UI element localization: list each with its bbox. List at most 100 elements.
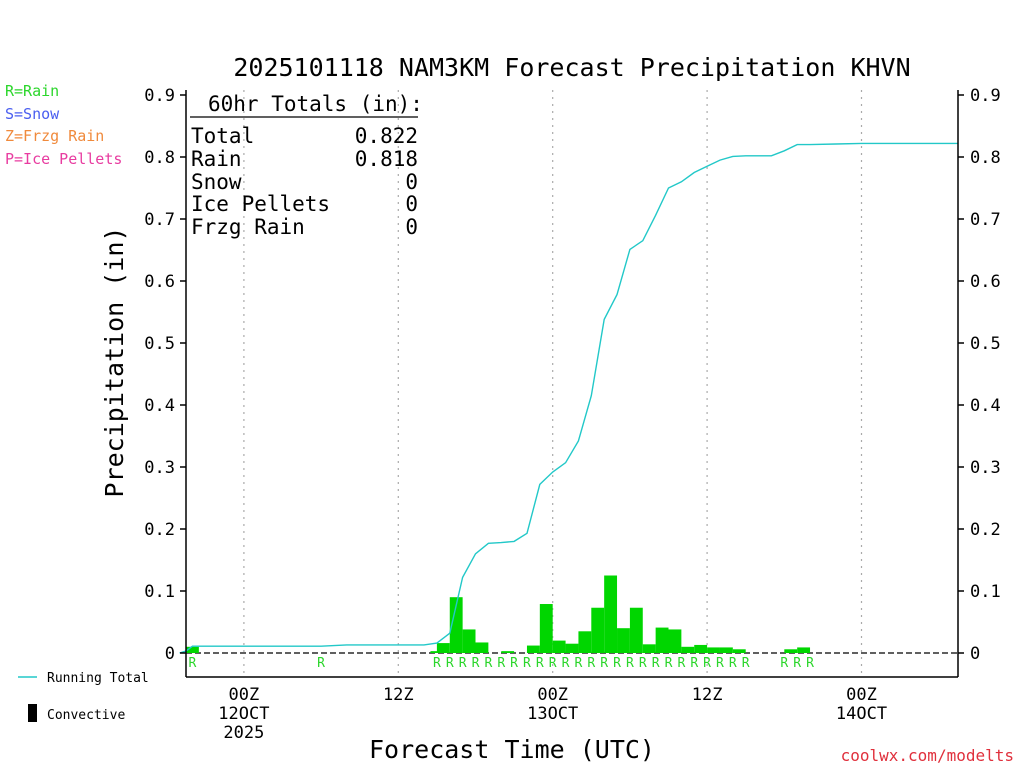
ptype-marker: R — [780, 656, 788, 671]
precip-bar — [668, 629, 682, 653]
x-tick-label: 2025 — [223, 723, 264, 743]
x-tick-label: 13OCT — [527, 704, 578, 724]
chart-title: 2025101118 NAM3KM Forecast Precipitation… — [233, 53, 910, 82]
x-tick-label: 00Z — [846, 685, 877, 705]
precip-bar — [475, 642, 489, 653]
ptype-marker: R — [652, 656, 660, 671]
legend-convective-swatch — [28, 704, 37, 722]
ptype-marker: R — [703, 656, 711, 671]
series-legend: Running Total Convective — [18, 671, 149, 723]
precip-bar — [552, 640, 566, 653]
precip-bar — [462, 629, 476, 653]
credit-link[interactable]: coolwx.com/modelts — [841, 746, 1014, 765]
y-tick-label-left: 0.5 — [144, 334, 175, 354]
x-axis-label: Forecast Time (UTC) — [369, 735, 655, 764]
precip-bar — [539, 604, 553, 653]
legend-frzg-rain: Z=Frzg Rain — [5, 127, 104, 145]
totals-box: 60hr Totals (in): Total 0.822 Rain 0.818… — [190, 92, 423, 239]
precip-bar — [526, 645, 540, 653]
precip-bar — [707, 647, 720, 653]
precip-bar — [655, 627, 669, 653]
ptype-marker: R — [639, 656, 647, 671]
x-tick-label: 00Z — [229, 685, 260, 705]
y-tick-label-right: 0 — [970, 644, 980, 664]
precip-bar — [578, 631, 592, 653]
y-tick-label-left: 0.2 — [144, 520, 175, 540]
ptype-marker: R — [742, 656, 750, 671]
x-tick-label: 12OCT — [218, 704, 269, 724]
precip-bar — [681, 646, 695, 653]
precip-bar — [565, 643, 579, 653]
legend-snow: S=Snow — [5, 105, 60, 123]
y-tick-label-right: 0.9 — [970, 86, 1001, 106]
precip-bar — [501, 651, 515, 653]
x-tick-label: 12Z — [383, 685, 414, 705]
totals-label-snow: Snow — [191, 170, 242, 194]
y-tick-label-right: 0.3 — [970, 458, 1001, 478]
ptype-marker: R — [459, 656, 467, 671]
totals-value-frzg-rain: 0 — [405, 215, 418, 239]
ptype-marker: R — [189, 656, 197, 671]
legend-running-total: Running Total — [47, 671, 149, 686]
totals-value-rain: 0.818 — [355, 147, 418, 171]
precip-bar — [617, 628, 630, 653]
legend-ice-pellets: P=Ice Pellets — [5, 150, 122, 168]
ptype-marker: R — [665, 656, 673, 671]
y-axis-label: Precipitation (in) — [100, 227, 129, 498]
axis-ticks: 0 00.1 0.10.2 0.20.3 0.30.4 0.40.5 0.50.6 0.60.… — [144, 86, 1000, 743]
precip-bar — [436, 643, 450, 653]
precip-bars — [186, 575, 811, 653]
precip-bar — [784, 649, 798, 653]
totals-label-frzg-rain: Frzg Rain — [191, 215, 305, 239]
grid — [186, 90, 958, 677]
precip-bar — [642, 644, 656, 653]
precip-bar — [694, 644, 708, 653]
precip-bar — [591, 607, 605, 653]
ptype-marker: R — [729, 656, 737, 671]
y-tick-label-right: 0.7 — [970, 210, 1001, 230]
y-tick-label-left: 0.9 — [144, 86, 175, 106]
ptype-marker: R — [716, 656, 724, 671]
totals-title: 60hr Totals (in): — [208, 92, 423, 116]
running-total-line — [179, 142, 958, 654]
y-tick-label-right: 0.5 — [970, 334, 1001, 354]
ptype-marker: R — [626, 656, 634, 671]
y-tick-label-left: 0.7 — [144, 210, 175, 230]
legend-convective: Convective — [47, 708, 125, 723]
precip-bar — [186, 646, 199, 653]
ptype-marker: R — [472, 656, 480, 671]
y-tick-label-right: 0.1 — [970, 582, 1001, 602]
y-tick-label-left: 0 — [165, 644, 175, 664]
ptype-marker: R — [793, 656, 801, 671]
y-tick-label-left: 0.3 — [144, 458, 175, 478]
type-legend: R=Rain S=Snow Z=Frzg Rain P=Ice Pellets — [5, 82, 122, 168]
x-tick-label: 12Z — [692, 685, 723, 705]
totals-label-total: Total — [191, 124, 254, 148]
ptype-marker: R — [677, 656, 685, 671]
totals-label-ice-pellets: Ice Pellets — [191, 192, 330, 216]
ptype-marker: R — [446, 656, 454, 671]
ptype-marker: R — [484, 656, 492, 671]
x-tick-label: 00Z — [537, 685, 568, 705]
y-tick-label-right: 0.8 — [970, 148, 1001, 168]
ptype-marker: R — [600, 656, 608, 671]
plot-frame — [185, 90, 959, 678]
y-tick-label-left: 0.6 — [144, 272, 175, 292]
y-tick-label-left: 0.4 — [144, 396, 175, 416]
ptype-marker: R — [497, 656, 505, 671]
running-total-series — [179, 142, 958, 654]
precip-bar — [732, 649, 746, 653]
legend-rain: R=Rain — [5, 82, 59, 100]
ptype-marker: R — [523, 656, 531, 671]
ptype-marker: R — [317, 656, 325, 671]
totals-label-rain: Rain — [191, 147, 242, 171]
ptype-marker: R — [549, 656, 557, 671]
ptype-marker: R — [690, 656, 698, 671]
precip-bar — [797, 647, 811, 653]
totals-value-snow: 0 — [405, 170, 418, 194]
precip-bar — [604, 575, 618, 653]
ptype-marker: R — [613, 656, 621, 671]
precip-bar — [449, 597, 463, 653]
